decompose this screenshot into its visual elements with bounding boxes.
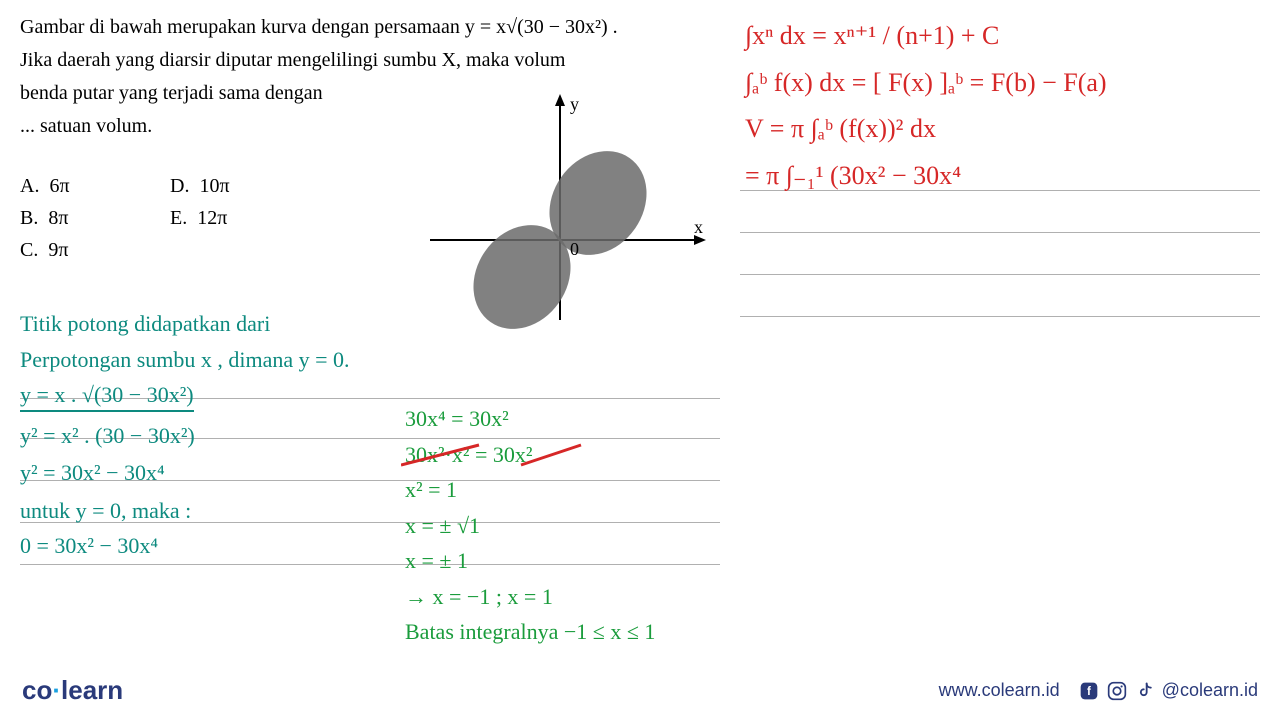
origin-label: 0	[570, 239, 579, 259]
brand-logo: co·learn	[22, 675, 123, 706]
x-axis-label: x	[694, 217, 703, 237]
green-l6: → x = −1 ; x = 1	[405, 583, 785, 611]
option-a: A. 6π	[20, 170, 110, 202]
teal-l3: y = x . √(30 − 30x²)	[20, 381, 194, 412]
teal-l1: Titik potong didapatkan dari	[20, 310, 450, 338]
teal-l4: y² = x² . (30 − 30x²)	[20, 422, 450, 450]
footer-handle: @colearn.id	[1162, 680, 1258, 701]
option-e-val: 12π	[197, 207, 227, 229]
tiktok-icon	[1134, 680, 1156, 702]
footer-url: www.colearn.id	[939, 680, 1060, 701]
red-l2: ∫ₐᵇ f(x) dx = [ F(x) ]ₐᵇ = F(b) − F(a)	[745, 67, 1265, 100]
footer-right: www.colearn.id f @colearn.id	[939, 680, 1258, 702]
footer: co·learn www.colearn.id f @colearn.id	[0, 675, 1280, 706]
svg-text:f: f	[1087, 685, 1091, 698]
teal-l5: y² = 30x² − 30x⁴	[20, 459, 450, 487]
green-l7: Batas integralnya −1 ≤ x ≤ 1	[405, 618, 785, 646]
handwriting-green: 30x⁴ = 30x² 30x²·x² = 30x² x² = 1 x = ± …	[405, 405, 785, 646]
red-l4: = π ∫₋₁¹ (30x² − 30x⁴	[745, 160, 1265, 193]
logo-learn: learn	[61, 675, 123, 705]
facebook-icon: f	[1078, 680, 1100, 702]
instagram-icon	[1106, 680, 1128, 702]
red-l1: ∫xⁿ dx = xⁿ⁺¹ / (n+1) + C	[745, 20, 1265, 53]
handwriting-red: ∫xⁿ dx = xⁿ⁺¹ / (n+1) + C ∫ₐᵇ f(x) dx = …	[745, 20, 1265, 192]
green-l4: x = ± √1	[405, 512, 785, 540]
y-axis-label: y	[570, 94, 579, 114]
green-l1: 30x⁴ = 30x²	[405, 405, 785, 433]
q-line-1: Gambar di bawah merupakan kurva dengan p…	[20, 12, 720, 43]
option-b: B. 8π	[20, 202, 110, 234]
green-l3: x² = 1	[405, 476, 785, 504]
teal-l2: Perpotongan sumbu x , dimana y = 0.	[20, 346, 450, 374]
option-d-val: 10π	[199, 175, 229, 197]
green-l2: 30x²·x² = 30x²	[405, 441, 785, 469]
answer-options: A. 6π D. 10π B. 8π E. 12π C. 9π	[20, 170, 260, 266]
teal-l7: 0 = 30x² − 30x⁴	[20, 532, 450, 560]
option-c-val: 9π	[48, 239, 68, 261]
option-a-val: 6π	[49, 175, 69, 197]
red-l3: V = π ∫ₐᵇ (f(x))² dx	[745, 113, 1265, 146]
green-l5: x = ± 1	[405, 547, 785, 575]
social-icons: f @colearn.id	[1078, 680, 1258, 702]
option-b-val: 8π	[48, 207, 68, 229]
teal-l6: untuk y = 0, maka :	[20, 497, 450, 525]
option-c: C. 9π	[20, 234, 110, 266]
logo-dot: ·	[52, 675, 61, 705]
handwriting-teal: Titik potong didapatkan dari Perpotongan…	[20, 310, 450, 560]
option-e: E. 12π	[170, 202, 260, 234]
option-d: D. 10π	[170, 170, 260, 202]
logo-co: co	[22, 675, 52, 705]
curve-graph: 0 x y	[410, 90, 710, 335]
q-line-2: Jika daerah yang diarsir diputar mengeli…	[20, 45, 720, 76]
